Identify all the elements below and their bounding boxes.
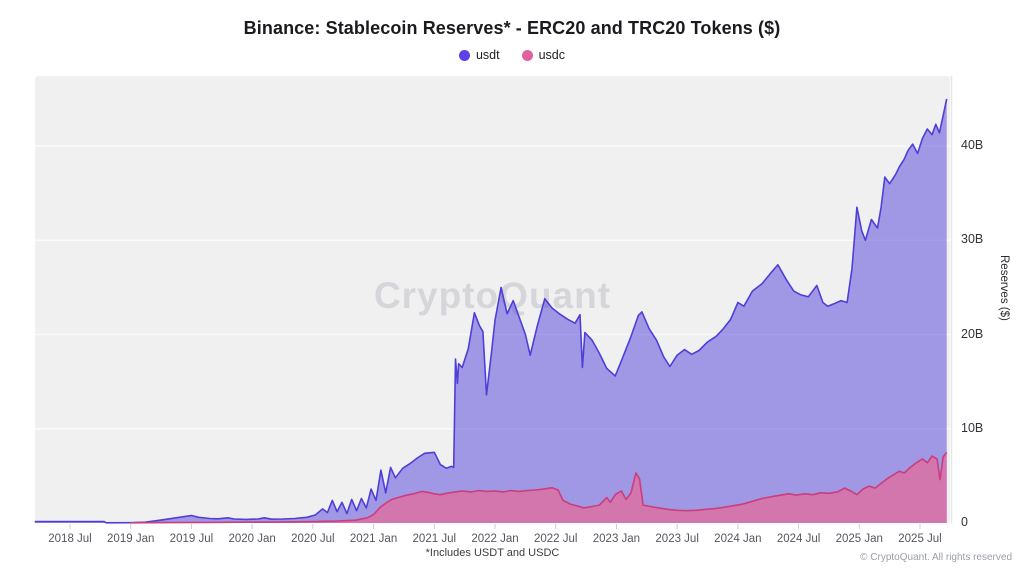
x-tick-label: 2019 Jul — [169, 533, 214, 545]
y-tick-label: 10B — [961, 420, 984, 435]
x-tick-label: 2025 Jul — [898, 533, 942, 545]
x-tick-label: 2018 Jul — [48, 533, 92, 545]
usdt-line — [34, 98, 948, 524]
legend-label-usdt: usdt — [475, 48, 500, 62]
legend-item-usdt[interactable]: usdt — [458, 48, 500, 62]
x-tick-label: 2023 Jan — [592, 533, 641, 545]
y-tick-label: 30B — [961, 232, 984, 247]
y-axis-title: Reserves ($) — [998, 255, 1010, 321]
x-tick-label: 2024 Jul — [776, 533, 821, 545]
x-tick-label: 2025 Jan — [835, 533, 883, 545]
legend: usdt usdc — [0, 48, 1024, 62]
x-tick-label: 2021 Jul — [412, 533, 457, 545]
x-tick-label: 2020 Jul — [291, 533, 335, 545]
x-tick-label: 2024 Jan — [714, 533, 762, 545]
usdt-legend-dot-icon — [458, 49, 470, 61]
y-tick-label: 0 — [961, 515, 968, 529]
x-tick-label: 2020 Jan — [228, 533, 276, 545]
legend-item-usdc[interactable]: usdc — [521, 48, 566, 62]
legend-label-usdc: usdc — [538, 48, 566, 62]
usdc-area — [130, 452, 947, 523]
watermark: CryptoQuant — [374, 275, 611, 316]
x-tick-label: 2022 Jul — [533, 533, 578, 545]
x-tick-label: 2023 Jul — [655, 533, 699, 545]
x-tick-label: 2019 Jan — [107, 533, 155, 545]
copyright-text: © CryptoQuant. All rights reserved — [860, 552, 1012, 563]
y-tick-label: 40B — [961, 138, 984, 152]
y-tick-label: 20B — [961, 326, 984, 341]
usdc-line — [130, 451, 948, 524]
x-tick-label: 2021 Jan — [349, 533, 398, 545]
usdc-legend-dot-icon — [521, 49, 533, 61]
x-tick-label: 2022 Jan — [471, 533, 519, 545]
usdt-area — [34, 98, 947, 524]
chart-footnote: *Includes USDT and USDC — [425, 547, 560, 559]
chart-title: Binance: Stablecoin Reserves* - ERC20 an… — [243, 18, 781, 38]
